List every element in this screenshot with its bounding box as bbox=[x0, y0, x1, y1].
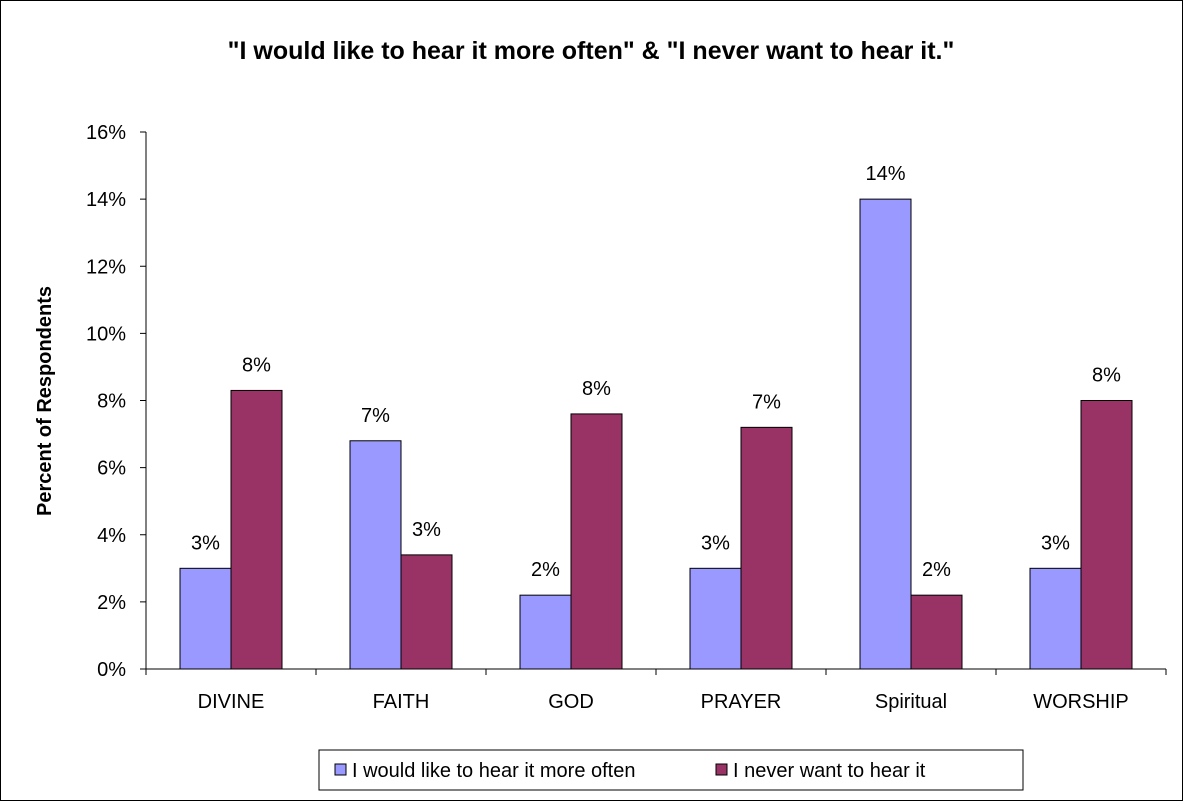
bar bbox=[740, 426, 793, 670]
y-tick-label: 10% bbox=[86, 323, 126, 345]
legend-label: I would like to hear it more often bbox=[352, 760, 635, 782]
bar bbox=[689, 567, 742, 670]
legend-label: I never want to hear it bbox=[733, 760, 926, 782]
y-tick-label: 12% bbox=[86, 256, 126, 278]
x-tick-label: GOD bbox=[548, 691, 594, 713]
data-label: 3% bbox=[1041, 532, 1070, 554]
y-tick-label: 14% bbox=[86, 189, 126, 211]
plot-area: 0% 2% 4% 6% 8% 10% 12% 14% 16% DIVINE FAITH GOD PRAY… bbox=[86, 122, 1167, 713]
y-tick-label: 4% bbox=[97, 525, 126, 547]
legend-swatch bbox=[334, 763, 347, 776]
bar bbox=[910, 594, 963, 670]
y-tick-label: 0% bbox=[97, 659, 126, 681]
data-label: 14% bbox=[865, 163, 905, 185]
bar bbox=[859, 198, 912, 670]
x-tick-label: WORSHIP bbox=[1033, 691, 1129, 713]
bar bbox=[230, 389, 283, 670]
bar bbox=[519, 594, 572, 670]
bar bbox=[1080, 400, 1133, 670]
data-label: 2% bbox=[922, 559, 951, 581]
data-label: 3% bbox=[701, 532, 730, 554]
y-tick-label: 16% bbox=[86, 122, 126, 144]
data-label: 2% bbox=[531, 559, 560, 581]
x-tick-label: FAITH bbox=[373, 691, 430, 713]
y-tick-label: 6% bbox=[97, 458, 126, 480]
y-tick-label: 8% bbox=[97, 391, 126, 413]
bar bbox=[179, 567, 232, 670]
legend-swatch bbox=[715, 763, 728, 776]
data-label: 7% bbox=[752, 391, 781, 413]
chart-title: "I would like to hear it more often" & "… bbox=[228, 37, 955, 65]
data-label: 3% bbox=[412, 519, 441, 541]
data-label: 8% bbox=[242, 354, 271, 376]
bar bbox=[349, 440, 402, 670]
legend-box bbox=[318, 749, 1024, 791]
bar bbox=[400, 554, 453, 670]
data-label: 7% bbox=[361, 405, 390, 427]
bar bbox=[1029, 567, 1082, 670]
x-tick-label: DIVINE bbox=[198, 691, 265, 713]
y-axis-label: Percent of Respondents bbox=[34, 286, 56, 516]
data-label: 8% bbox=[1092, 365, 1121, 387]
data-label: 8% bbox=[582, 378, 611, 400]
y-tick-label: 2% bbox=[97, 592, 126, 614]
bar bbox=[570, 413, 623, 670]
x-tick-label: Spiritual bbox=[875, 691, 947, 713]
x-tick-label: PRAYER bbox=[701, 691, 782, 713]
legend: I would like to hear it more often I neve… bbox=[318, 749, 1024, 791]
data-label: 3% bbox=[191, 532, 220, 554]
